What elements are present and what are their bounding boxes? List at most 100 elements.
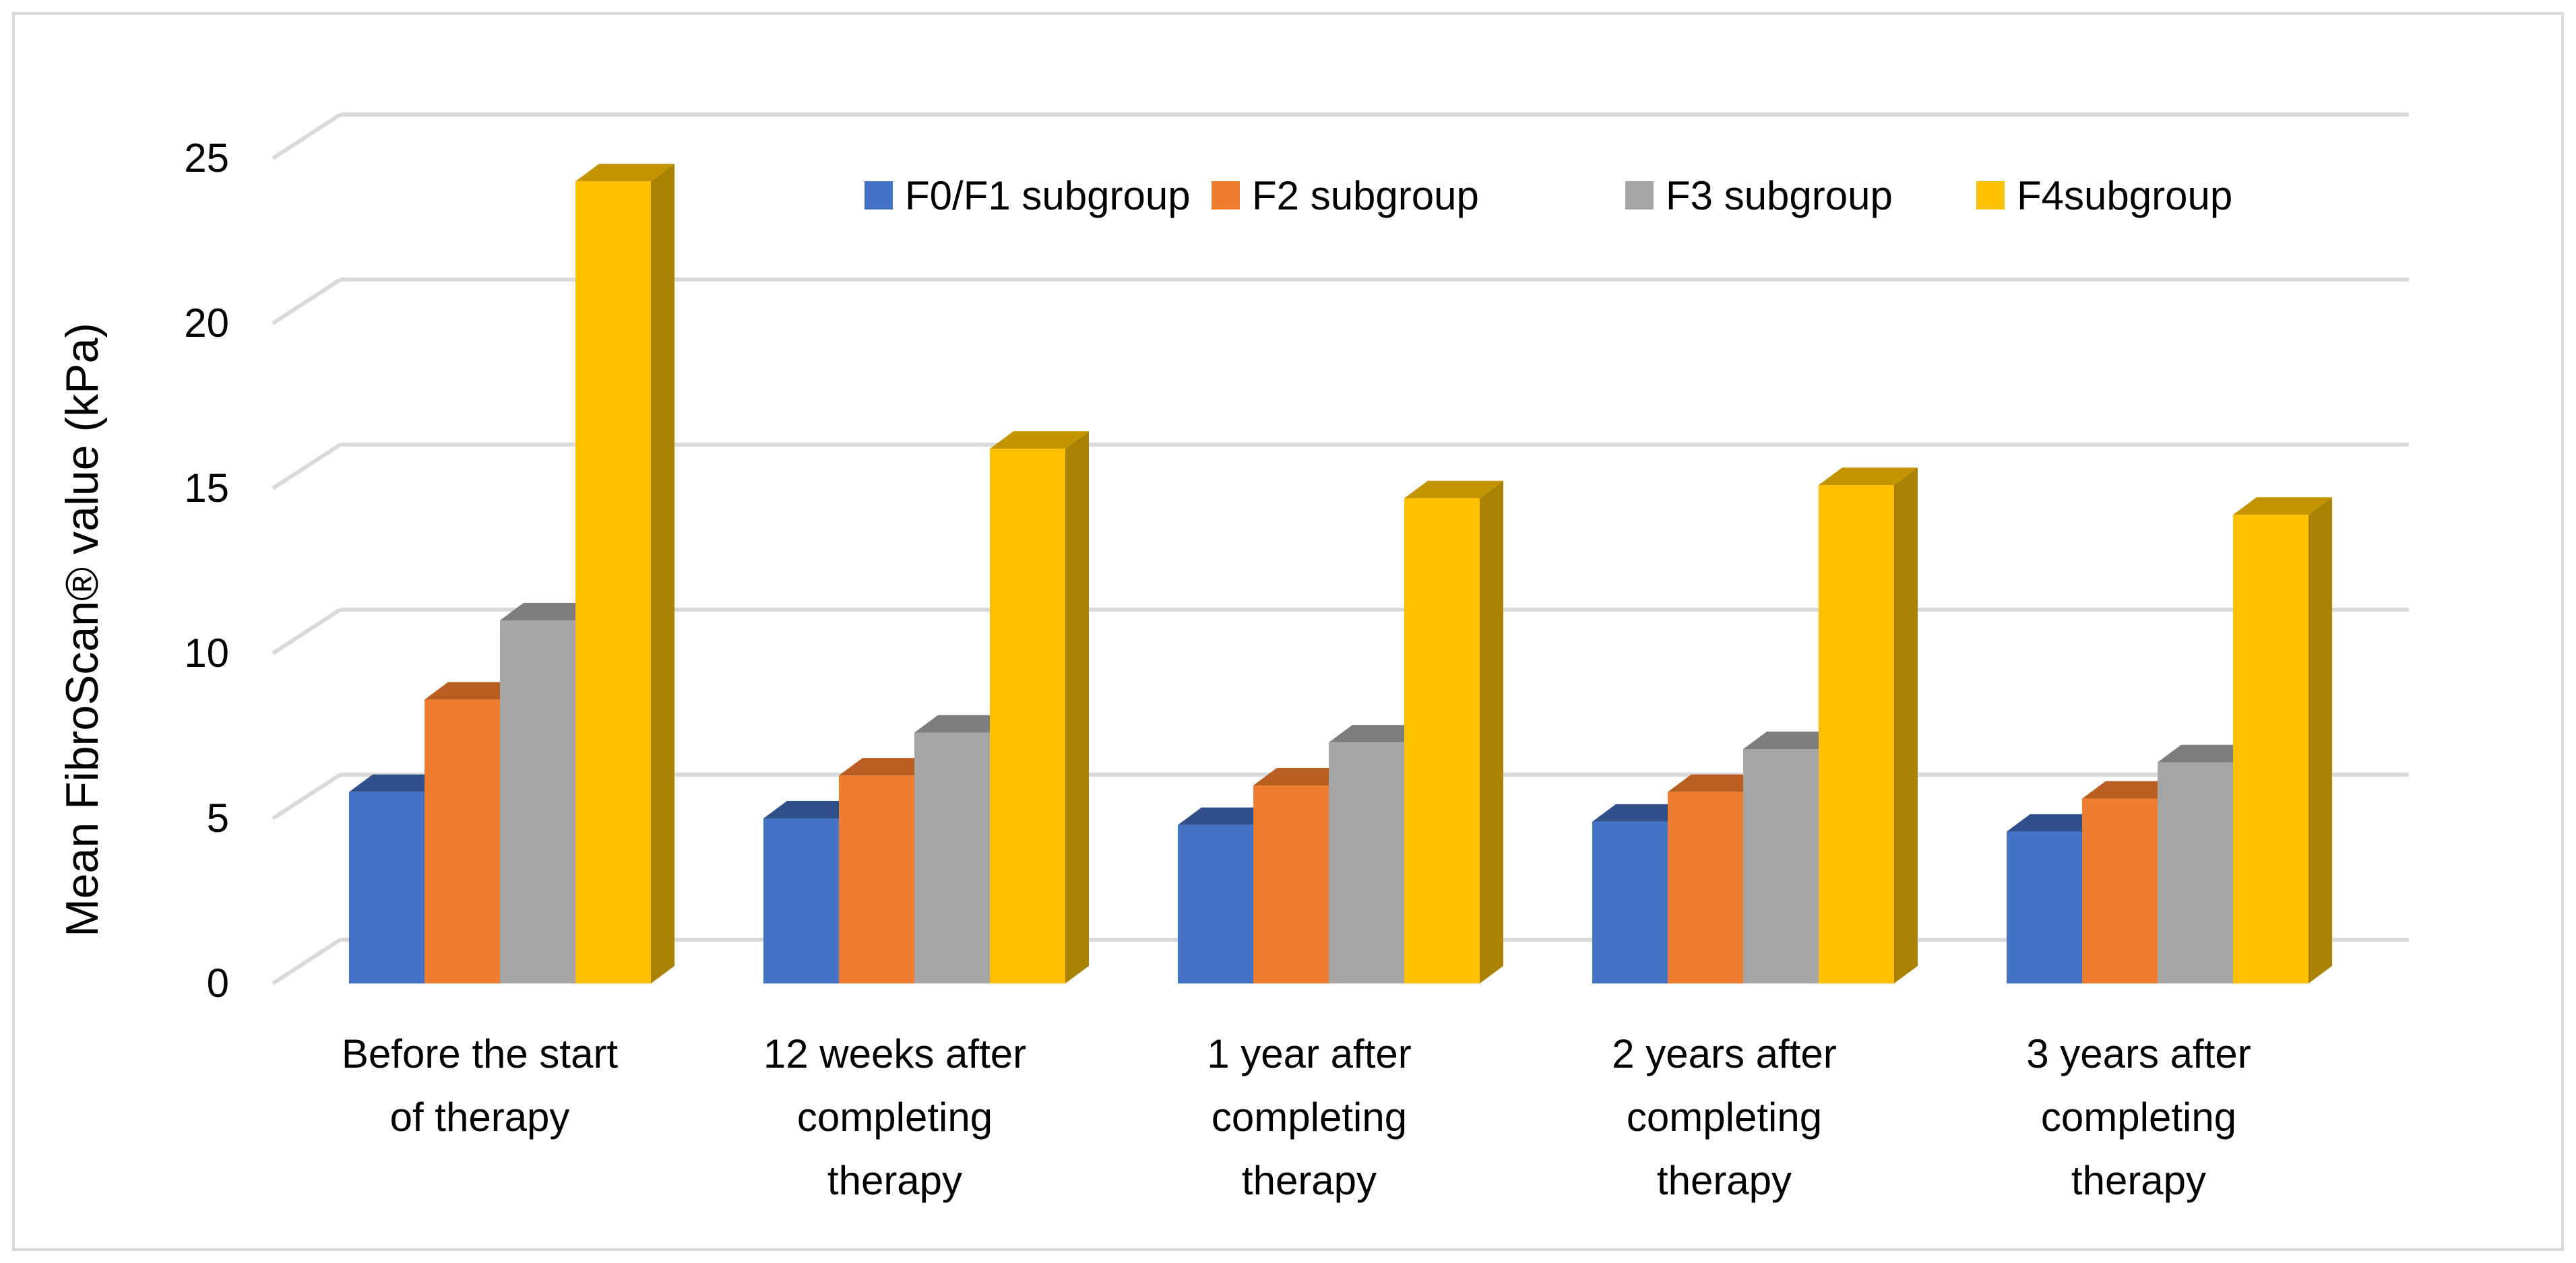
bar-front xyxy=(500,620,575,983)
x-category-line: therapy xyxy=(1657,1158,1792,1203)
y-tick-label: 20 xyxy=(184,300,229,346)
bars xyxy=(349,164,2332,983)
bar-side xyxy=(651,164,674,983)
gridline-floor xyxy=(272,112,342,160)
bar-front xyxy=(914,732,990,983)
legend-label: F0/F1 subgroup xyxy=(905,173,1191,218)
x-category-line: therapy xyxy=(827,1158,962,1203)
bar-front xyxy=(1178,824,1253,983)
legend-label: F3 subgroup xyxy=(1666,173,1893,218)
legend-item: F3 subgroup xyxy=(1625,173,1893,218)
gridline-floor xyxy=(272,773,342,820)
bar-top xyxy=(1253,768,1352,785)
y-axis-ticks: 0 5 10 15 20 25 xyxy=(184,135,229,1006)
legend-label: F4subgroup xyxy=(2017,173,2232,218)
bar-top xyxy=(2233,497,2332,515)
bar-top xyxy=(500,603,599,620)
x-category-label: 1 year after completing therapy xyxy=(1207,1031,1412,1203)
bar-side xyxy=(1894,467,1918,983)
bar-top xyxy=(425,682,524,700)
y-tick-label: 25 xyxy=(184,135,229,181)
x-category-line: 1 year after xyxy=(1207,1031,1412,1076)
bar-front xyxy=(2007,831,2082,983)
x-category-label: Before the start of therapy xyxy=(342,1031,619,1140)
bar-front xyxy=(839,775,914,983)
bar xyxy=(2233,497,2332,983)
bar-front xyxy=(1668,791,1743,983)
bar xyxy=(990,431,1089,983)
x-category-line: completing xyxy=(1212,1095,1407,1140)
bar xyxy=(1819,467,1918,983)
legend-swatch xyxy=(1976,181,2005,209)
bar-front xyxy=(349,791,425,983)
x-category-label: 3 years after completing therapy xyxy=(2026,1031,2251,1203)
chart-frame xyxy=(12,12,2564,1251)
bar-front xyxy=(1329,742,1404,983)
bar-front xyxy=(2158,762,2233,983)
legend-swatch xyxy=(1212,181,1240,209)
bar-top xyxy=(839,758,938,776)
bar-top xyxy=(1743,732,1842,750)
legend: F0/F1 subgroup F2 subgroup F3 subgroup F4su… xyxy=(865,173,2232,218)
x-category-label: 2 years after completing therapy xyxy=(1612,1031,1837,1203)
y-axis-label: Mean FibroScan® value (kPa) xyxy=(57,323,108,937)
x-category-line: completing xyxy=(1627,1095,1822,1140)
bar-top xyxy=(2158,744,2257,763)
gridline-floor xyxy=(272,608,342,655)
gridline-floor xyxy=(272,278,342,325)
bar-top xyxy=(1404,480,1503,498)
x-category-line: of therapy xyxy=(390,1095,570,1140)
bar-top xyxy=(914,715,1013,733)
bar-top xyxy=(1668,774,1767,792)
bar-front xyxy=(763,818,839,983)
bar-front xyxy=(425,699,500,983)
bar-side xyxy=(2308,497,2332,983)
legend-swatch xyxy=(1625,181,1654,209)
legend-item: F2 subgroup xyxy=(1212,173,1479,218)
bar-top xyxy=(575,164,674,182)
bar-front xyxy=(1404,498,1480,983)
y-tick-label: 5 xyxy=(207,796,229,841)
bar xyxy=(575,164,674,983)
bar-front xyxy=(1743,749,1819,983)
legend-label: F2 subgroup xyxy=(1252,173,1479,218)
gridline-floor xyxy=(272,938,342,985)
bar-side xyxy=(1480,480,1503,983)
gridline-floor xyxy=(272,443,342,490)
y-tick-label: 15 xyxy=(184,465,229,511)
x-category-line: Before the start xyxy=(342,1031,619,1076)
bar-top xyxy=(2082,781,2181,799)
bar-top xyxy=(1592,804,1691,822)
x-category-line: 3 years after xyxy=(2026,1031,2251,1076)
legend-item: F0/F1 subgroup xyxy=(865,173,1191,218)
legend-swatch xyxy=(865,181,893,209)
x-axis-categories: Before the start of therapy 12 weeks after… xyxy=(342,1031,2251,1203)
bar-top xyxy=(349,774,448,792)
bar-front xyxy=(1592,821,1668,983)
y-tick-label: 10 xyxy=(184,630,229,676)
x-category-line: 12 weeks after xyxy=(763,1031,1026,1076)
bar-front xyxy=(2082,798,2158,983)
bar-front xyxy=(990,449,1065,983)
x-category-line: 2 years after xyxy=(1612,1031,1837,1076)
x-category-line: therapy xyxy=(2071,1158,2206,1203)
x-category-line: therapy xyxy=(1242,1158,1377,1203)
bar-front xyxy=(2233,515,2308,983)
bar-top xyxy=(2007,814,2106,832)
bar-front xyxy=(575,181,651,983)
legend-item: F4subgroup xyxy=(1976,173,2232,218)
y-tick-label: 0 xyxy=(207,961,229,1006)
x-category-label: 12 weeks after completing therapy xyxy=(763,1031,1026,1203)
x-category-line: completing xyxy=(797,1095,993,1140)
bar-top xyxy=(1178,807,1277,825)
bar-top xyxy=(1329,725,1428,743)
bar-front xyxy=(1253,785,1329,983)
bar-side xyxy=(1065,431,1089,983)
bar-top xyxy=(990,431,1089,449)
bar-top xyxy=(763,801,862,818)
bar-front xyxy=(1819,485,1894,983)
bar xyxy=(1404,480,1503,983)
x-category-line: completing xyxy=(2041,1095,2236,1140)
bar-top xyxy=(1819,467,1918,486)
